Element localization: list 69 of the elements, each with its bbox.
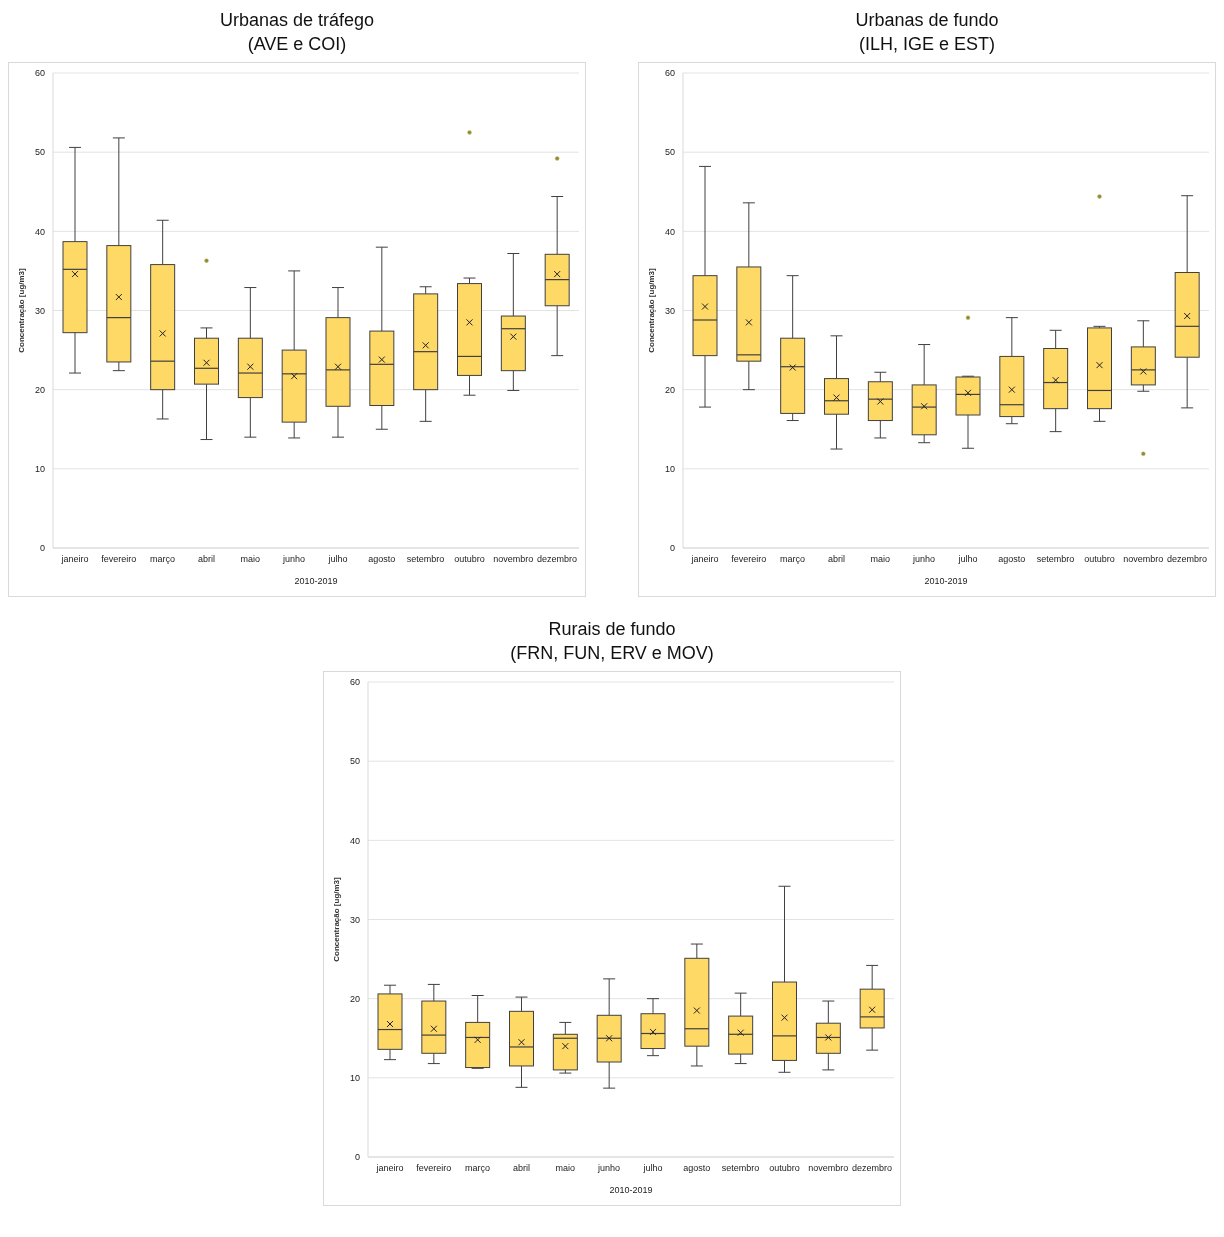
x-tick-label: janeiro <box>375 1163 404 1174</box>
x-tick-label: maio <box>555 1163 576 1174</box>
chart-subtitle: (FRN, FUN, ERV e MOV) <box>509 642 715 665</box>
x-tick-label: novembro <box>1123 554 1164 565</box>
x-tick-label: julho <box>327 554 348 565</box>
y-tick-label: 50 <box>34 147 45 158</box>
y-tick-label: 60 <box>34 68 45 79</box>
y-tick-label: 20 <box>664 384 675 395</box>
chart-title: Urbanas de tráfego <box>218 9 376 32</box>
y-tick-label: 40 <box>664 226 675 237</box>
x-tick-label: maio <box>870 554 891 565</box>
x-tick-label: fevereiro <box>416 1163 452 1174</box>
y-tick-label: 40 <box>349 835 360 846</box>
y-tick-label: 40 <box>34 226 45 237</box>
y-tick-label: 20 <box>349 993 360 1004</box>
chart-title: Urbanas de fundo <box>854 9 1000 32</box>
x-tick-label: fevereiro <box>101 554 137 565</box>
x-tick-label: setembro <box>406 554 445 565</box>
x-tick-label: janeiro <box>60 554 89 565</box>
x-tick-label: dezembro <box>1167 554 1208 565</box>
x-tick-label: junho <box>912 554 936 565</box>
chart-subtitle: (ILH, IGE e EST) <box>858 33 996 56</box>
y-tick-label: 60 <box>349 677 360 688</box>
x-tick-label: maio <box>240 554 261 565</box>
x-tick-label: fevereiro <box>731 554 767 565</box>
x-tick-label: novembro <box>493 554 534 565</box>
y-tick-label: 30 <box>664 305 675 316</box>
x-axis-title: 2010-2019 <box>924 576 968 586</box>
y-tick-label: 0 <box>354 1152 360 1163</box>
chart-subtitle: (AVE e COI) <box>246 33 348 56</box>
chart-title: Rurais de fundo <box>547 618 677 641</box>
x-tick-label: junho <box>597 1163 621 1174</box>
x-tick-label: abril <box>827 554 845 565</box>
x-axis-title: 2010-2019 <box>609 1185 653 1195</box>
x-tick-label: dezembro <box>852 1163 893 1174</box>
y-axis-title: Concentração [ug/m3] <box>16 267 26 353</box>
y-tick-label: 10 <box>34 464 45 475</box>
y-tick-label: 50 <box>349 756 360 767</box>
y-tick-label: 60 <box>664 68 675 79</box>
x-tick-label: outubro <box>1084 554 1115 565</box>
x-tick-label: setembro <box>1036 554 1075 565</box>
x-tick-label: março <box>465 1163 491 1174</box>
x-tick-label: julho <box>957 554 978 565</box>
x-tick-label: novembro <box>808 1163 849 1174</box>
x-tick-label: abril <box>512 1163 530 1174</box>
y-axis-title: Concentração [ug/m3] <box>646 267 656 353</box>
x-tick-label: junho <box>282 554 306 565</box>
y-tick-label: 20 <box>34 384 45 395</box>
y-axis-title: Concentração [ug/m3] <box>331 876 341 962</box>
x-tick-label: setembro <box>721 1163 760 1174</box>
x-tick-label: agosto <box>998 554 1026 565</box>
y-tick-label: 30 <box>349 914 360 925</box>
y-tick-label: 0 <box>39 543 45 554</box>
x-tick-label: janeiro <box>690 554 719 565</box>
x-tick-label: março <box>150 554 176 565</box>
x-tick-label: julho <box>642 1163 663 1174</box>
x-tick-label: outubro <box>454 554 485 565</box>
x-tick-label: março <box>780 554 806 565</box>
x-tick-label: dezembro <box>537 554 578 565</box>
x-axis-title: 2010-2019 <box>294 576 338 586</box>
x-tick-label: agosto <box>683 1163 711 1174</box>
x-tick-label: abril <box>197 554 215 565</box>
y-tick-label: 10 <box>664 464 675 475</box>
y-tick-label: 30 <box>34 305 45 316</box>
x-tick-label: agosto <box>368 554 396 565</box>
y-tick-label: 0 <box>669 543 675 554</box>
y-tick-label: 50 <box>664 147 675 158</box>
y-tick-label: 10 <box>349 1073 360 1084</box>
x-tick-label: outubro <box>769 1163 800 1174</box>
